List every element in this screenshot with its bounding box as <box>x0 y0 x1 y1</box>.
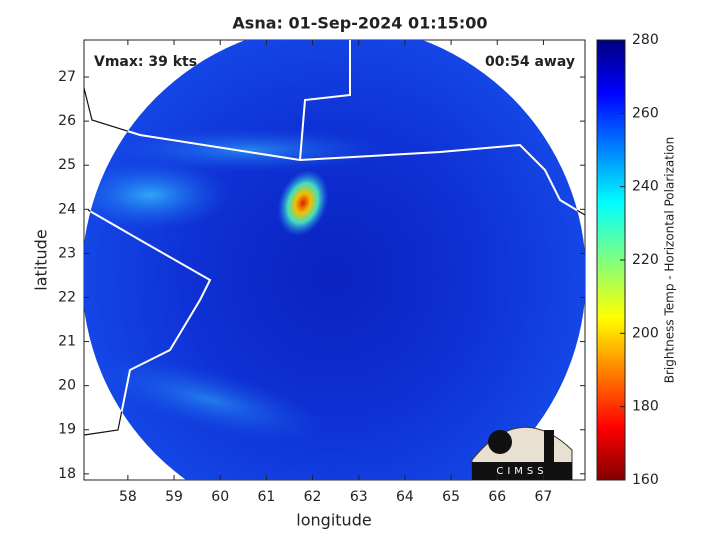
y-tick-label: 25 <box>58 157 76 173</box>
colorbar-tick-label: 200 <box>632 325 659 341</box>
colorbar-tick-label: 260 <box>632 105 659 121</box>
y-tick-label: 20 <box>58 378 76 394</box>
x-tick-label: 66 <box>488 489 506 505</box>
x-tick-label: 58 <box>119 489 137 505</box>
colorbar-tick-label: 220 <box>632 252 659 268</box>
x-tick-label: 62 <box>304 489 322 505</box>
x-axis-label: longitude <box>296 511 371 530</box>
x-tick-label: 64 <box>396 489 414 505</box>
x-tick-label: 67 <box>535 489 553 505</box>
y-tick-label: 24 <box>58 201 76 217</box>
y-tick-label: 26 <box>58 113 76 129</box>
annotation: Vmax: 39 kts <box>94 54 197 70</box>
x-tick-label: 63 <box>350 489 368 505</box>
x-tick-label: 60 <box>211 489 229 505</box>
x-tick-label: 65 <box>442 489 460 505</box>
annotation: 00:54 away <box>485 54 575 70</box>
x-tick-label: 59 <box>165 489 183 505</box>
y-tick-label: 21 <box>58 334 76 350</box>
y-tick-label: 22 <box>58 289 76 305</box>
y-tick-label: 18 <box>58 466 76 482</box>
chart-title: Asna: 01-Sep-2024 01:15:00 <box>232 14 487 33</box>
y-tick-label: 19 <box>58 422 76 438</box>
colorbar-label: Brightness Temp - Horizontal Polarizatio… <box>663 137 677 384</box>
swath-image <box>84 40 585 480</box>
colorbar-tick-label: 280 <box>632 32 659 48</box>
colorbar-tick-label: 180 <box>632 399 659 415</box>
colorbar-tick-label: 240 <box>632 179 659 195</box>
y-axis-label: latitude <box>32 229 51 290</box>
x-tick-label: 61 <box>257 489 275 505</box>
y-tick-label: 27 <box>58 69 76 85</box>
logo-text: CIMSS <box>496 466 547 477</box>
colorbar-tick-label: 160 <box>632 472 659 488</box>
y-tick-label: 23 <box>58 245 76 261</box>
